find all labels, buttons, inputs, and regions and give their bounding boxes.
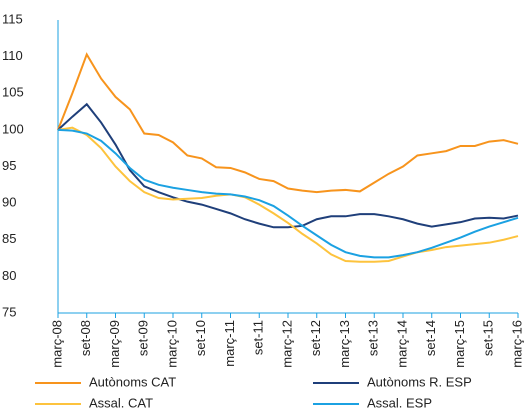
x-tick-label: set-15 xyxy=(481,320,496,356)
x-tick-label: març-10 xyxy=(164,320,179,368)
x-tick-label: set-14 xyxy=(423,320,438,356)
series-line xyxy=(57,126,519,263)
y-tick-label: 110 xyxy=(2,48,23,63)
x-tick-label: set-10 xyxy=(193,320,208,356)
x-tick-label: març-08 xyxy=(49,320,64,368)
series-line xyxy=(57,52,519,194)
x-tick-label: set-11 xyxy=(251,320,266,355)
x-tick-label: març-16 xyxy=(509,320,524,368)
y-tick-label: 80 xyxy=(2,268,16,283)
y-tick-label: 85 xyxy=(2,231,16,246)
x-tick-label: març-09 xyxy=(107,320,122,368)
x-tick-label: març-13 xyxy=(337,320,352,368)
series-line xyxy=(57,102,519,229)
legend-label: Assal. ESP xyxy=(367,395,432,410)
legend-label: Assal. CAT xyxy=(89,395,153,410)
x-tick-label: març-15 xyxy=(452,320,467,368)
series-line xyxy=(57,128,519,259)
x-tick-label: març-12 xyxy=(279,320,294,368)
y-tick-label: 105 xyxy=(2,85,24,100)
y-tick-label: 100 xyxy=(2,121,24,136)
y-tick-label: 115 xyxy=(2,11,23,26)
x-tick-label: març-14 xyxy=(394,320,409,368)
legend-label: Autònoms R. ESP xyxy=(367,374,472,389)
x-tick-label: set-08 xyxy=(78,320,93,356)
y-tick-label: 90 xyxy=(2,195,16,210)
x-tick-label: set-13 xyxy=(366,320,381,356)
x-tick-label: set-12 xyxy=(308,320,323,356)
legend-label: Autònoms CAT xyxy=(89,374,176,389)
y-tick-label: 95 xyxy=(2,158,16,173)
x-tick-label: set-09 xyxy=(136,320,151,356)
y-tick-label: 75 xyxy=(2,304,16,319)
x-tick-label: març-11 xyxy=(222,320,237,367)
